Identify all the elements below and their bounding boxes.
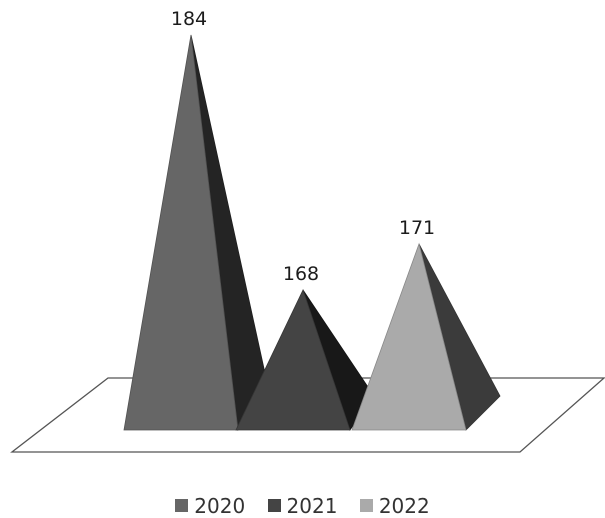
pyramid-front-2022	[351, 242, 467, 431]
pyramid-front-2021	[235, 288, 351, 431]
legend-swatch-2020	[175, 499, 189, 512]
legend-item-2022: 2022	[359, 494, 430, 518]
legend-label-2021: 2021	[286, 494, 338, 518]
legend-swatch-2022	[359, 499, 373, 512]
legend-item-2020: 2020	[175, 494, 245, 518]
data-label-2022: 171	[399, 217, 435, 239]
data-label-2020: 184	[171, 8, 207, 30]
legend-label-2020: 2020	[194, 494, 246, 518]
data-label-2021: 168	[283, 263, 319, 285]
legend-label-2022: 2022	[378, 494, 430, 518]
legend-swatch-2021	[267, 499, 281, 512]
chart-legend: 2020 2021 2022	[0, 494, 605, 518]
pyramid-chart: 184 168 171	[10, 8, 605, 453]
legend-item-2021: 2021	[267, 494, 338, 518]
pyramid-front-2020	[123, 34, 239, 431]
